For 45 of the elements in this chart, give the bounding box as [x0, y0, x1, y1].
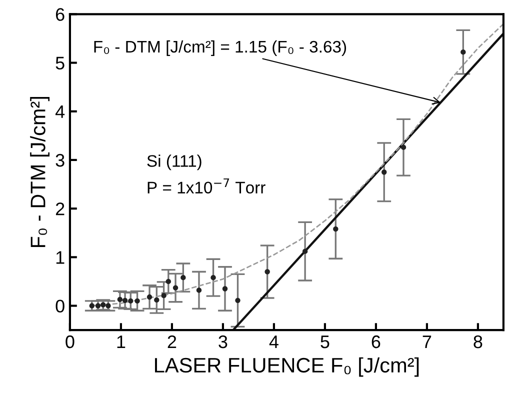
x-tick-label: 5 [320, 336, 330, 348]
y-tick-label: 2 [56, 202, 64, 216]
x-tick-label: 1 [117, 336, 126, 348]
point [161, 292, 166, 298]
point [154, 297, 160, 303]
y-tick-label: 6 [56, 8, 64, 21]
point [382, 170, 387, 175]
annotation: P = 1x10$^{−7}$ Torr [148, 178, 266, 194]
x-tick-label: 0 [66, 335, 74, 348]
y-axis-title: F₀ - DTM [J/cm²] [30, 96, 50, 248]
x-tick-label: 8 [474, 335, 482, 348]
point [128, 298, 134, 304]
point [95, 303, 101, 308]
point [180, 274, 186, 280]
x-tick-label: 7 [422, 336, 432, 348]
point [122, 298, 128, 304]
point [400, 144, 406, 150]
point [264, 269, 270, 274]
point [235, 298, 240, 304]
point [166, 278, 171, 284]
x-axis-title: LASER FLUENCE F₀ [J/cm²] [155, 357, 419, 377]
x-tick-label: 3 [218, 335, 228, 348]
point [172, 285, 178, 290]
y-tick-label: 1 [56, 251, 64, 264]
point [146, 294, 152, 300]
point [117, 296, 123, 302]
point [210, 274, 216, 280]
point [134, 298, 140, 304]
x-tick-label: 6 [372, 335, 380, 348]
point [196, 288, 202, 293]
y-tick-label: 3 [56, 154, 64, 167]
y-tick-label: 0 [56, 300, 64, 312]
point [460, 49, 466, 55]
y-tick-label: 4 [55, 105, 65, 118]
point [222, 286, 228, 292]
point [100, 302, 106, 308]
annotation: Si (111) [147, 154, 202, 170]
x-tick-label: 2 [168, 335, 176, 348]
x-tick-label: 4 [269, 336, 278, 348]
annotation: F₀ - DTM [J/cm²] = 1.15 (F₀ - 3.63) [94, 40, 346, 56]
y-tick-label: 5 [56, 56, 64, 70]
point [302, 248, 308, 254]
point [333, 226, 338, 232]
point [89, 303, 94, 308]
point [106, 303, 111, 308]
